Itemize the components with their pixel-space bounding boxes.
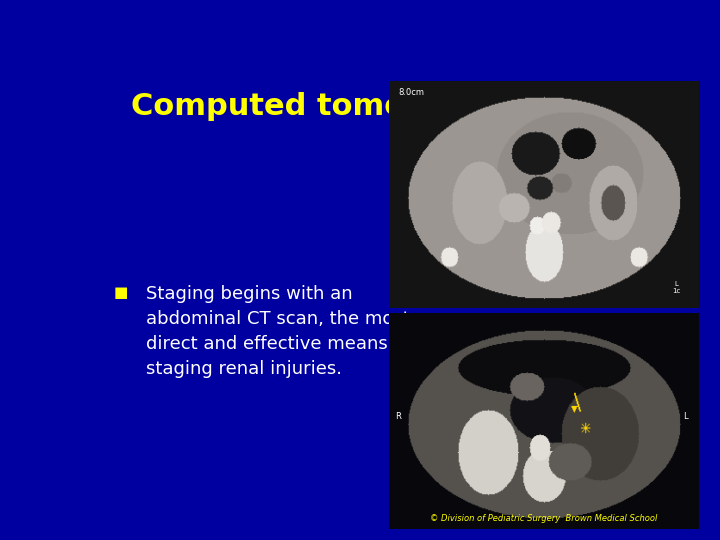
Text: L
1c: L 1c xyxy=(672,281,681,294)
Text: © Division of Pediatric Surgery  Brown Medical School: © Division of Pediatric Surgery Brown Me… xyxy=(430,514,657,523)
Text: ■: ■ xyxy=(114,285,128,300)
Text: Computed tomography (CT): Computed tomography (CT) xyxy=(131,92,607,121)
Text: L: L xyxy=(683,413,688,421)
Text: Staging begins with an
abdominal CT scan, the most
direct and effective means of: Staging begins with an abdominal CT scan… xyxy=(145,285,410,378)
Text: 8.0cm: 8.0cm xyxy=(398,88,424,97)
Text: R: R xyxy=(395,413,401,421)
